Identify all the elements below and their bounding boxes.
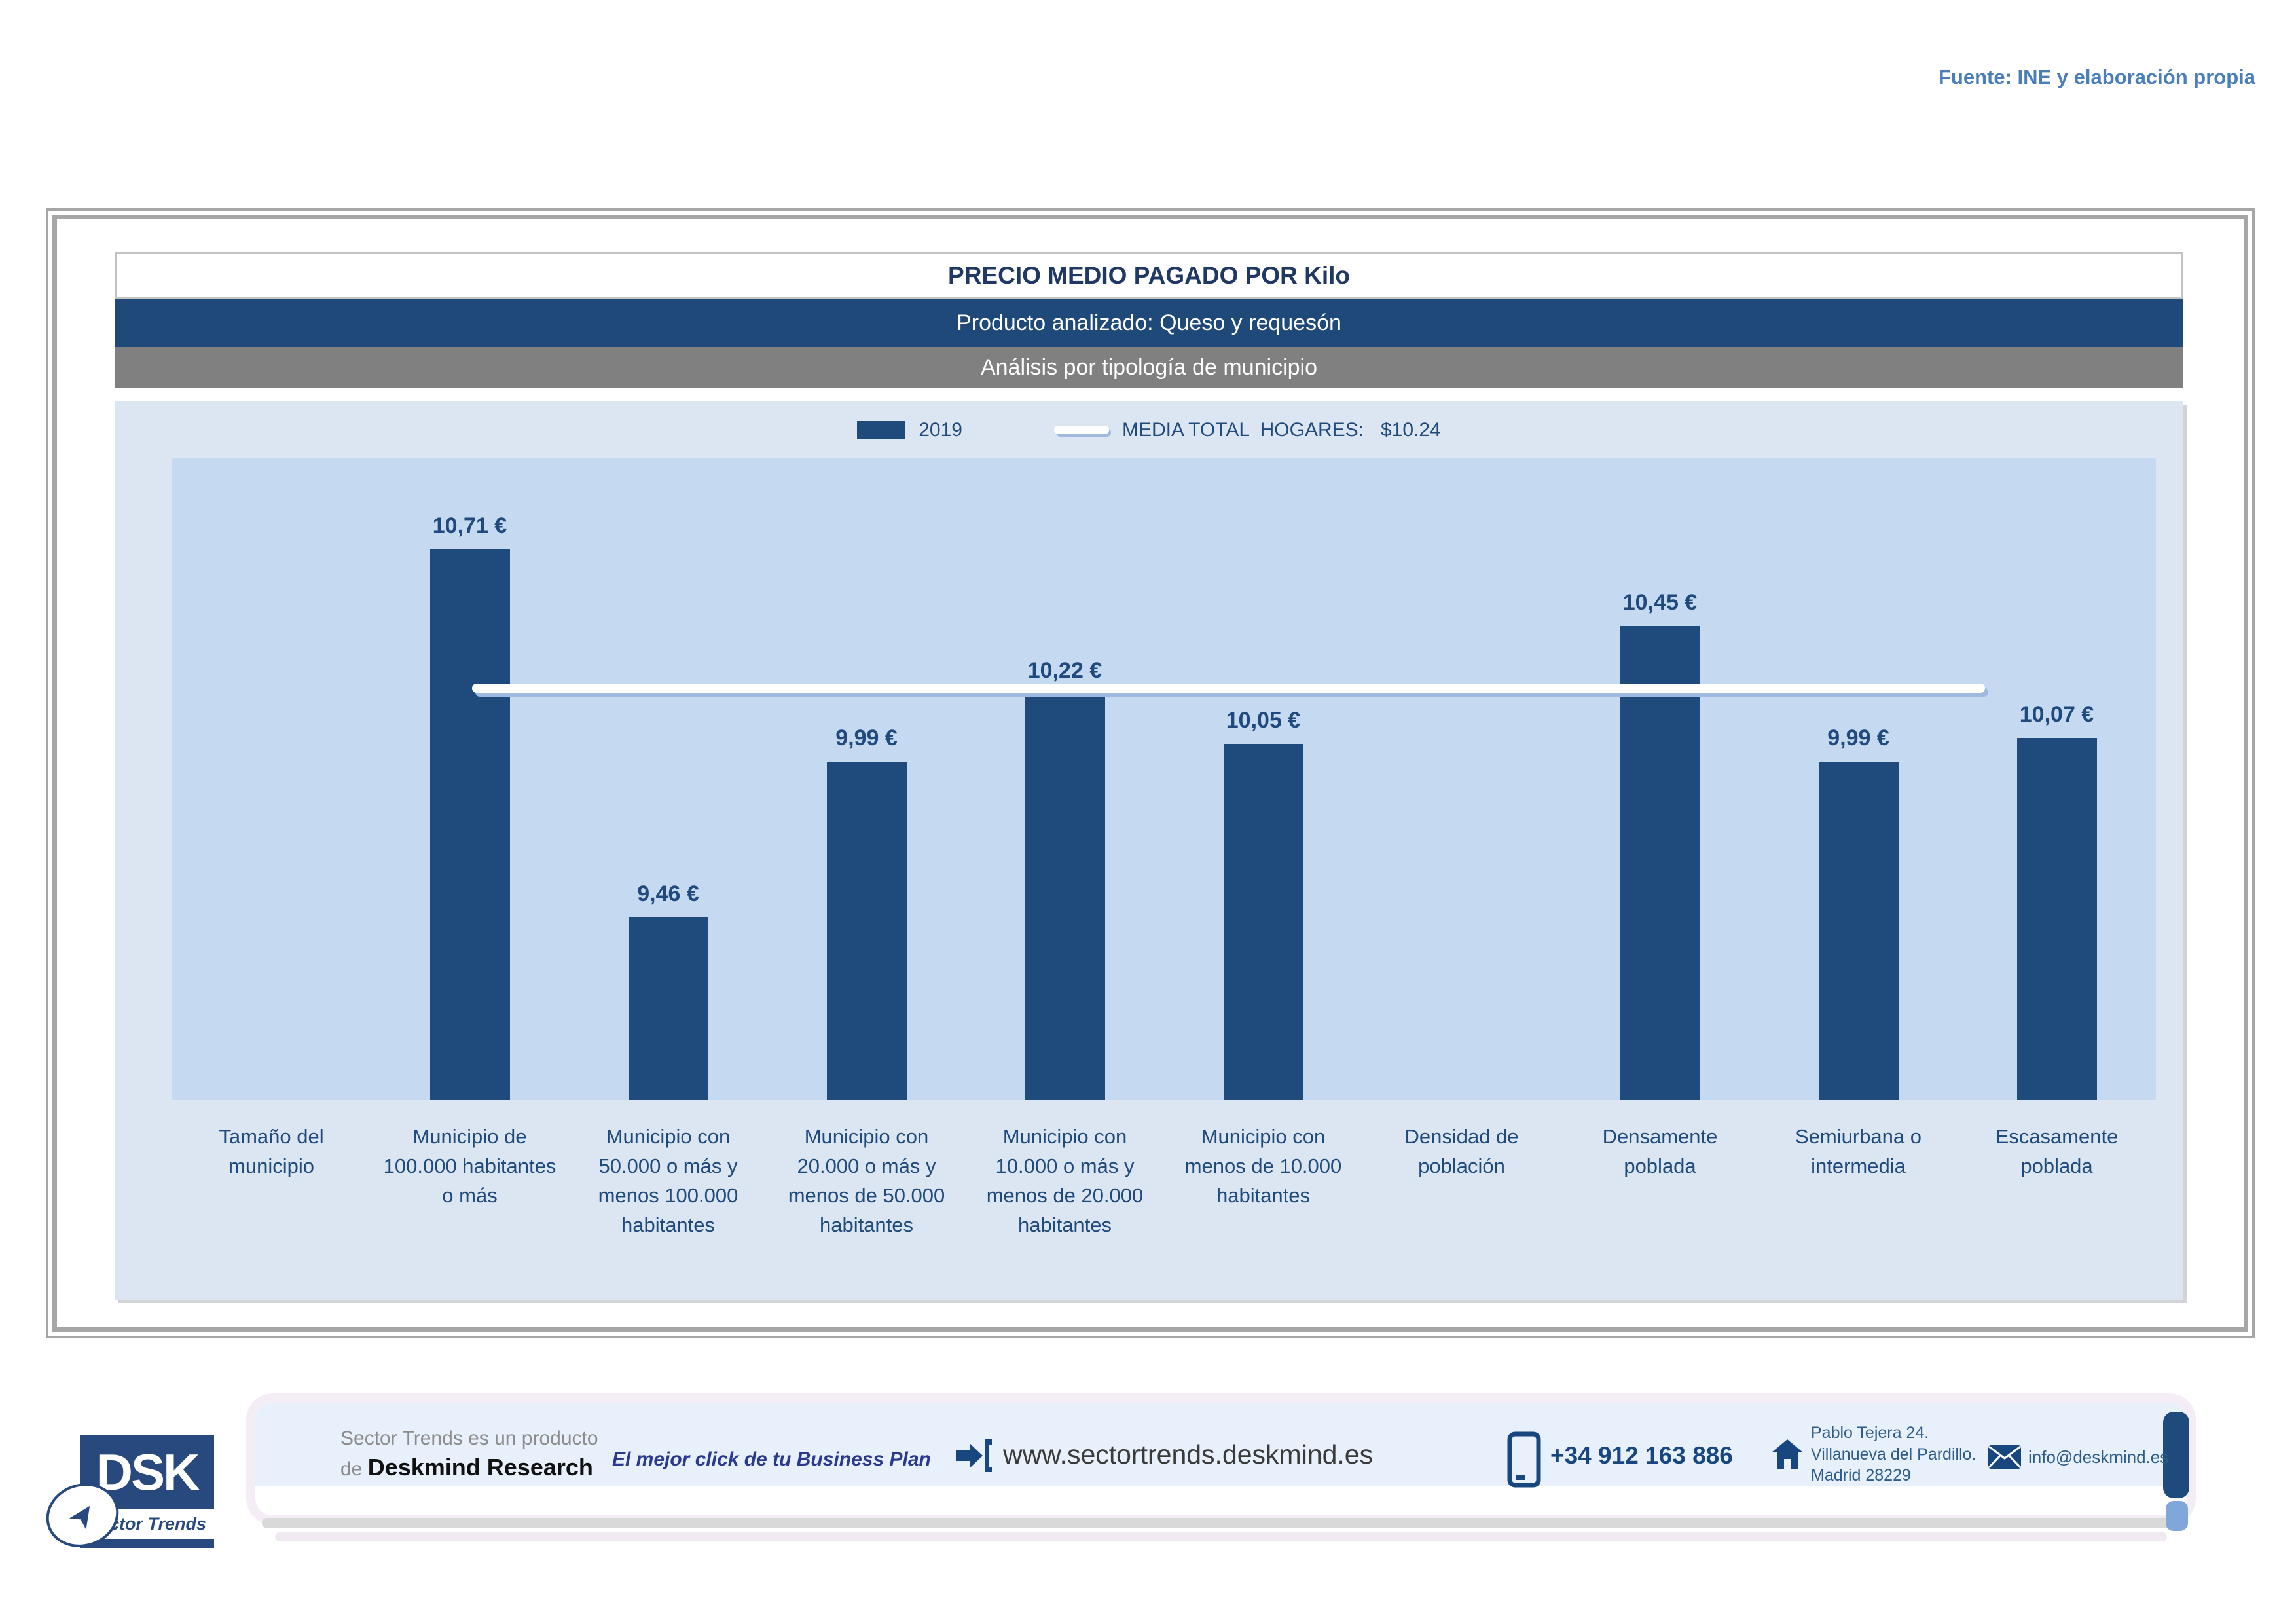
series-2019-swatch-icon — [857, 421, 906, 439]
footer-product-line1: Sector Trends es un producto — [340, 1428, 598, 1449]
home-icon — [1772, 1439, 1803, 1469]
arrow-into-bracket-icon — [956, 1439, 992, 1472]
footer-product-line2: de Deskmind Research — [340, 1454, 598, 1481]
plot-column — [1362, 458, 1561, 1100]
bar-2019 — [826, 762, 907, 1100]
bar-2019 — [1818, 762, 1899, 1100]
bar-value-label: 10,71 € — [432, 513, 507, 538]
plot-column: 10,07 € — [1958, 458, 2156, 1100]
report-title: PRECIO MEDIO PAGADO POR Kilo — [115, 252, 2183, 299]
x-axis-label: Municipio con 50.000 o más y menos 100.0… — [598, 1125, 738, 1236]
source-note: Fuente: INE y elaboración propia — [1938, 65, 2255, 88]
footer-address-line1: Pablo Tejera 24. — [1811, 1424, 1929, 1442]
bar-value-label: 10,45 € — [1622, 590, 1698, 615]
media-line-swatch-icon — [1054, 426, 1109, 434]
paper-plane-icon: ➤ — [62, 1496, 103, 1534]
footer-product-line2-prefix: de — [340, 1458, 368, 1480]
plot-column: 9,46 € — [569, 458, 767, 1100]
bar-2019 — [1025, 694, 1105, 1100]
report-product-subtitle: Producto analizado: Queso y requesón — [115, 299, 2183, 347]
plot-column: 10,05 € — [1164, 458, 1362, 1100]
bar-value-label: 9,99 € — [835, 726, 898, 750]
report-analysis-subtitle: Análisis por tipología de municipio — [115, 347, 2183, 388]
dsk-logo-acronym: DSK — [96, 1443, 200, 1501]
x-axis-labels: Tamaño del municipio Municipio de 100.000… — [172, 1100, 2156, 1240]
bar-2019 — [1620, 626, 1700, 1100]
plot-column: 9,99 € — [767, 458, 966, 1100]
footer-address-line2: Villanueva del Pardillo. — [1811, 1445, 1977, 1464]
x-axis-label: Municipio con 10.000 o más y menos de 20… — [986, 1125, 1144, 1236]
bar-value-label: 10,22 € — [1027, 658, 1102, 683]
bar-value-label: 9,99 € — [1827, 726, 1889, 750]
bar-chart: 2019 MEDIA TOTAL HOGARES: $10.24 10,71 €… — [115, 401, 2183, 1300]
bar-value-label: 9,46 € — [637, 881, 699, 906]
x-axis-label: Municipio de 100.000 habitantes o más — [383, 1125, 556, 1207]
x-axis-label: Municipio con 20.000 o más y menos de 50… — [788, 1125, 945, 1236]
x-axis-label: Semiurbana o intermedia — [1795, 1125, 1922, 1177]
dsk-logo: DSK Sector Trends ➤ — [37, 1435, 214, 1557]
title-block: PRECIO MEDIO PAGADO POR Kilo Producto an… — [115, 252, 2183, 388]
envelope-icon — [1988, 1445, 2022, 1469]
footer-address-line3: Madrid 28229 — [1811, 1466, 1911, 1485]
media-total-value: $10.24 — [1380, 418, 1441, 441]
footer-card-inner — [255, 1403, 2187, 1486]
x-axis-label: Municipio con menos de 10.000 habitantes — [1184, 1125, 1342, 1207]
media-total-label: MEDIA TOTAL HOGARES: — [1122, 418, 1364, 441]
bar-2019 — [2016, 738, 2097, 1100]
footer-right-accent-light — [2166, 1501, 2188, 1531]
plot-column: 10,45 € — [1561, 458, 1759, 1100]
footer-address: Pablo Tejera 24. Villanueva del Pardillo… — [1811, 1422, 1976, 1486]
footer-shadow — [262, 1518, 2180, 1528]
bar-2019 — [628, 917, 708, 1100]
x-axis-label: Densamente poblada — [1602, 1125, 1718, 1177]
footer-right-accent-dark — [2163, 1412, 2189, 1498]
x-axis-label: Tamaño del municipio — [219, 1125, 324, 1177]
footer-website: www.sectortrends.deskmind.es — [1003, 1439, 1374, 1469]
x-axis-label: Densidad de población — [1404, 1125, 1519, 1177]
media-reference-line — [471, 684, 1986, 693]
plot-column: 10,22 € — [966, 458, 1164, 1100]
plot-area: 10,71 € 9,46 € 9,99 € 10,22 € 10,05 € 10,45 €… — [172, 458, 2156, 1100]
mobile-phone-icon — [1507, 1431, 1541, 1488]
footer-email: info@deskmind.es — [2028, 1447, 2169, 1467]
bar-value-label: 10,07 € — [2019, 702, 2094, 727]
footer-tagline: El mejor click de tu Business Plan — [612, 1449, 931, 1470]
bar-value-label: 10,05 € — [1226, 708, 1301, 733]
plot-column: 10,71 € — [371, 458, 569, 1100]
footer-card — [255, 1403, 2187, 1515]
footer-company-name: Deskmind Research — [367, 1454, 593, 1481]
plot-column — [172, 458, 371, 1100]
bar-2019 — [429, 549, 510, 1100]
footer-product-text: Sector Trends es un producto de Deskmind… — [340, 1428, 598, 1481]
bar-2019 — [1223, 744, 1303, 1100]
dsk-logo-strip — [80, 1539, 214, 1548]
chart-legend: 2019 MEDIA TOTAL HOGARES: $10.24 — [115, 401, 2183, 458]
footer-phone: +34 912 163 886 — [1550, 1442, 1733, 1469]
series-2019-label: 2019 — [919, 418, 962, 441]
plot-column: 9,99 € — [1759, 458, 1958, 1100]
x-axis-label: Escasamente poblada — [1995, 1125, 2119, 1177]
footer-shadow-light — [275, 1532, 2167, 1541]
